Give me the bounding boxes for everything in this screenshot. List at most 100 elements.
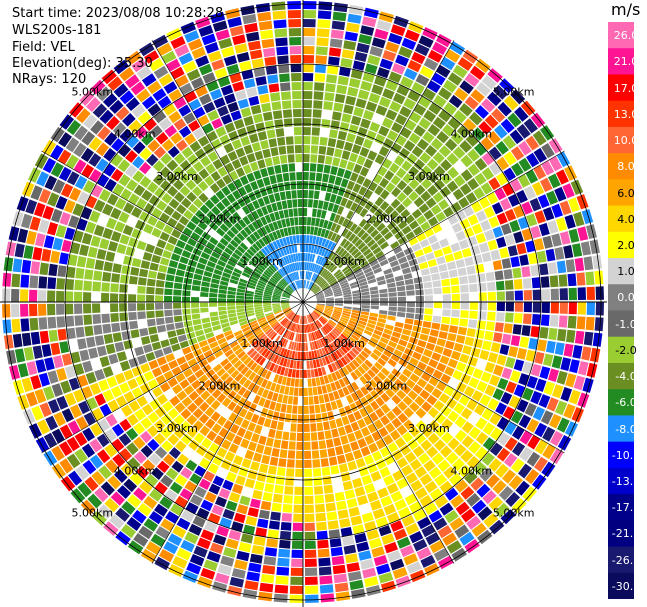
radar-gate — [265, 234, 272, 244]
radar-gate — [297, 280, 300, 289]
radar-gate — [174, 440, 187, 452]
radar-gate — [239, 495, 251, 506]
radar-gate — [267, 74, 279, 84]
radar-gate — [324, 155, 333, 165]
radar-gate — [99, 403, 112, 417]
radar-gate — [253, 255, 261, 263]
radar-gate — [273, 291, 282, 295]
colorbar-tick-label: -6.0 — [615, 396, 637, 410]
radar-gate — [242, 589, 258, 600]
radar-gate — [303, 181, 309, 190]
radar-gate — [556, 217, 568, 232]
radar-gate — [363, 267, 373, 274]
radar-gate — [292, 100, 302, 109]
radar-gate — [223, 268, 233, 275]
radar-gate — [361, 308, 370, 312]
radar-gate — [224, 162, 235, 173]
radar-gate — [586, 286, 595, 300]
radar-gate — [342, 310, 351, 315]
radar-gate — [50, 162, 64, 178]
radar-gate — [81, 164, 94, 178]
radar-gate — [445, 340, 455, 350]
radar-gate — [264, 214, 272, 224]
radar-gate — [275, 430, 283, 440]
radar-gate — [312, 359, 317, 369]
radar-gate — [261, 102, 272, 113]
radar-gate — [361, 362, 370, 372]
radar-gate — [280, 257, 286, 266]
radar-gate — [301, 271, 303, 279]
radar-gate — [529, 197, 542, 212]
radar-gate — [391, 331, 401, 339]
radar-gate — [384, 205, 395, 216]
radar-gate — [277, 55, 289, 65]
radar-gate — [428, 216, 439, 227]
radar-gate — [121, 330, 131, 341]
radar-gate — [271, 101, 282, 111]
radar-gate — [327, 373, 334, 383]
radar-gate — [254, 294, 263, 298]
radar-gate — [227, 302, 236, 306]
radar-gate — [532, 181, 545, 196]
radar-gate — [201, 437, 212, 449]
radar-gate — [303, 351, 306, 360]
radar-gate — [523, 302, 532, 313]
radar-gate — [289, 585, 303, 594]
radar-gate — [460, 407, 473, 420]
radar-gate — [291, 540, 303, 549]
radar-gate — [33, 202, 46, 217]
radar-gate — [585, 271, 595, 286]
radar-gate — [174, 44, 190, 57]
radar-gate — [148, 453, 162, 466]
radar-gate — [278, 315, 286, 322]
radar-gate — [202, 215, 212, 226]
radar-gate — [253, 67, 266, 77]
radar-gate — [195, 354, 206, 363]
radar-gate — [530, 225, 542, 239]
radar-gate — [294, 145, 302, 154]
radar-gate — [89, 210, 101, 223]
radar-gate — [251, 210, 260, 220]
radar-gate — [185, 502, 199, 515]
radar-gate — [432, 116, 446, 130]
radar-gate — [313, 310, 321, 316]
radar-gate — [131, 228, 142, 239]
radar-gate — [160, 363, 171, 374]
radar-gate — [96, 345, 107, 357]
radar-gate — [392, 470, 404, 482]
radar-gate — [328, 320, 336, 327]
radar-gate — [309, 342, 314, 351]
radar-gate — [312, 285, 319, 292]
radar-gate — [200, 155, 211, 167]
radar-gate — [184, 531, 199, 545]
radar-gate — [297, 351, 301, 360]
radar-gate — [387, 358, 397, 368]
radar-gate — [534, 439, 549, 455]
radar-gate — [175, 269, 185, 277]
radar-gate — [424, 383, 435, 394]
radar-gate — [505, 381, 517, 394]
radar-gate — [112, 183, 125, 196]
radar-gate — [514, 106, 529, 122]
radar-gate — [236, 52, 250, 63]
radar-gate — [292, 531, 303, 540]
radar-gate — [343, 291, 352, 296]
radar-gate — [328, 456, 338, 466]
radar-gate — [332, 157, 341, 167]
radar-gate — [281, 513, 292, 522]
radar-gate — [187, 153, 199, 166]
colorbar-tick-label: -8.0 — [615, 422, 637, 436]
radar-gate — [246, 172, 256, 183]
radar-gate — [168, 110, 182, 124]
radar-gate — [491, 108, 506, 123]
radar-gate — [325, 298, 334, 301]
radar-gate — [368, 316, 378, 322]
radar-gate — [346, 161, 355, 171]
radar-gate — [287, 1, 301, 10]
radar-gate — [358, 186, 368, 196]
radar-gate — [222, 272, 231, 279]
radar-gate — [255, 444, 265, 454]
radar-gate — [284, 309, 292, 315]
radar-gate — [447, 333, 457, 342]
radar-gate — [351, 381, 360, 391]
